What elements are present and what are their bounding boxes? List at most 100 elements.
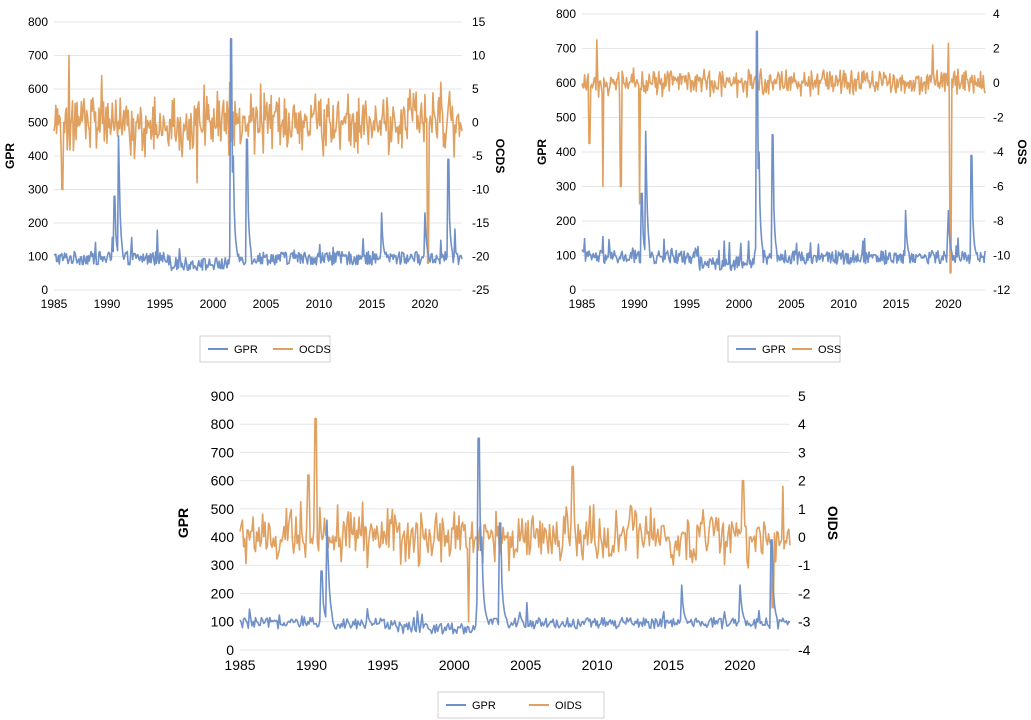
x-tick-label: 2010 xyxy=(306,297,333,311)
series-line-oss xyxy=(581,39,986,274)
y2-tick-label: -8 xyxy=(993,214,1004,228)
y-tick-label: 900 xyxy=(211,388,235,404)
y2-tick-label: 4 xyxy=(993,7,1000,21)
y2-tick-label: -3 xyxy=(798,614,811,630)
series-line-gpr xyxy=(581,30,986,272)
y2-tick-label: -25 xyxy=(472,283,490,297)
y-tick-label: 0 xyxy=(569,283,576,297)
y2-tick-label: -6 xyxy=(993,180,1004,194)
y-tick-label: 700 xyxy=(556,42,576,56)
y2-tick-label: -4 xyxy=(798,642,811,658)
x-tick-label: 2020 xyxy=(412,297,439,311)
series-line-oids xyxy=(239,417,791,623)
y-axis-label: GPR xyxy=(535,139,549,165)
y2-tick-label: 0 xyxy=(798,529,806,545)
y2-tick-label: 4 xyxy=(798,416,806,432)
x-tick-label: 2005 xyxy=(253,297,280,311)
y2-tick-label: -20 xyxy=(472,250,490,264)
y2-tick-label: -12 xyxy=(993,283,1011,297)
legend-label: OIDS xyxy=(555,700,582,712)
legend-box xyxy=(199,335,331,363)
y2-tick-label: -5 xyxy=(472,149,483,163)
y-tick-label: 200 xyxy=(28,216,48,230)
y2-tick-label: 0 xyxy=(472,116,479,130)
series-line-gpr xyxy=(53,38,463,272)
y2-tick-label: 2 xyxy=(798,473,806,489)
legend: GPR OCDS xyxy=(199,335,331,363)
y2-tick-label: -15 xyxy=(472,216,490,230)
y2-axis-label: OSS xyxy=(1015,139,1029,164)
y-tick-label: 300 xyxy=(211,557,235,573)
legend-label: GPR xyxy=(472,700,496,712)
x-tick-label: 1985 xyxy=(224,657,255,673)
y2-tick-label: 0 xyxy=(993,76,1000,90)
x-tick-label: 2000 xyxy=(439,657,470,673)
legend-label: OCDS xyxy=(299,344,331,356)
x-tick-label: 2015 xyxy=(653,657,684,673)
legend-label: GPR xyxy=(234,344,258,356)
legend: GPR OSS xyxy=(727,335,841,363)
y-tick-label: 300 xyxy=(28,183,48,197)
y2-tick-label: 1 xyxy=(798,501,806,517)
series-line-gpr xyxy=(239,437,791,635)
x-tick-label: 2015 xyxy=(359,297,386,311)
legend-label: GPR xyxy=(762,344,786,356)
x-tick-label: 1990 xyxy=(621,297,648,311)
x-tick-label: 2005 xyxy=(510,657,541,673)
y-tick-label: 600 xyxy=(556,76,576,90)
legend: GPR OIDS xyxy=(437,691,605,719)
y-tick-label: 600 xyxy=(211,473,235,489)
y-tick-label: 500 xyxy=(211,501,235,517)
x-tick-label: 2020 xyxy=(935,297,962,311)
y-tick-label: 0 xyxy=(41,283,48,297)
legend-label: OSS xyxy=(818,344,841,356)
y2-tick-label: 3 xyxy=(798,444,806,460)
y2-tick-label: 5 xyxy=(798,388,806,404)
x-tick-label: 1995 xyxy=(147,297,174,311)
x-tick-label: 1985 xyxy=(41,297,68,311)
x-tick-label: 1995 xyxy=(673,297,700,311)
y-tick-label: 500 xyxy=(556,111,576,125)
x-tick-label: 2010 xyxy=(830,297,857,311)
y-tick-label: 700 xyxy=(28,49,48,63)
y2-tick-label: 5 xyxy=(472,82,479,96)
y-tick-label: 200 xyxy=(556,214,576,228)
y-tick-label: 0 xyxy=(226,642,234,658)
chart-oids: 0 100 200 300 400 500 600 700 800 900 -4 -3 -2 -1 0 1 2 3… xyxy=(175,388,841,719)
x-tick-label: 2010 xyxy=(582,657,613,673)
y-tick-label: 400 xyxy=(211,529,235,545)
y2-tick-label: -1 xyxy=(798,557,811,573)
y2-tick-label: 2 xyxy=(993,42,1000,56)
y-tick-label: 200 xyxy=(211,585,235,601)
y2-tick-label: -2 xyxy=(993,111,1004,125)
y2-tick-label: -10 xyxy=(993,249,1011,263)
chart-oss: 0 100 200 300 400 500 600 700 800 -12 -10 -8 -6 -4 -2 0… xyxy=(535,7,1029,363)
y-axis-label: GPR xyxy=(175,508,191,538)
x-tick-label: 2005 xyxy=(778,297,805,311)
y-tick-label: 500 xyxy=(28,116,48,130)
y-tick-label: 400 xyxy=(28,149,48,163)
y2-tick-label: -10 xyxy=(472,183,490,197)
y-tick-label: 100 xyxy=(28,250,48,264)
y-axis-label: GPR xyxy=(3,143,17,169)
y-tick-label: 300 xyxy=(556,180,576,194)
y-tick-label: 700 xyxy=(211,444,235,460)
x-tick-label: 1985 xyxy=(569,297,596,311)
y-tick-label: 800 xyxy=(28,15,48,29)
y-tick-label: 100 xyxy=(211,614,235,630)
x-tick-label: 2015 xyxy=(883,297,910,311)
y2-tick-label: 10 xyxy=(472,49,486,63)
y2-tick-label: 15 xyxy=(472,15,486,29)
chart-ocds: 0 100 200 300 400 500 600 700 800 -25 -20 -15 -10 -5 0… xyxy=(3,15,507,363)
y-tick-label: 800 xyxy=(211,416,235,432)
x-tick-label: 2020 xyxy=(724,657,755,673)
y2-tick-label: -2 xyxy=(798,585,811,601)
y-tick-label: 800 xyxy=(556,7,576,21)
y-tick-label: 100 xyxy=(556,249,576,263)
x-tick-label: 1995 xyxy=(367,657,398,673)
series-line-ocds xyxy=(53,54,463,264)
y2-axis-label: OIDS xyxy=(825,506,841,540)
x-tick-label: 1990 xyxy=(94,297,121,311)
x-tick-label: 1990 xyxy=(296,657,327,673)
